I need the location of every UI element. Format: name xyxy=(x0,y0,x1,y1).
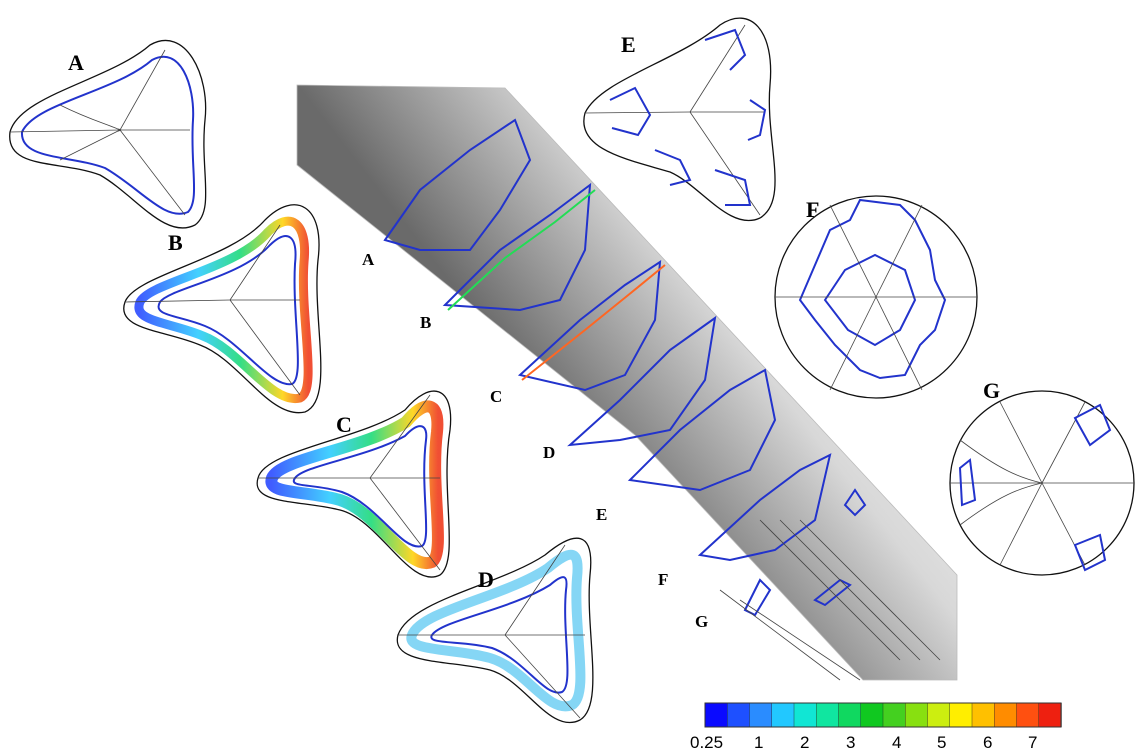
section-e-vortex-4 xyxy=(714,169,752,206)
colorbar-cell-4 xyxy=(793,702,817,728)
section-b-label: B xyxy=(168,230,183,255)
section-f-contour xyxy=(798,198,947,380)
pipe xyxy=(296,84,958,681)
colorbar-tick-3: 3 xyxy=(846,733,855,752)
colorbar-cell-3 xyxy=(771,702,795,728)
colorbar-cell-13 xyxy=(994,702,1018,728)
section-g: G xyxy=(949,378,1135,576)
colorbar-tick-0: 0.25 xyxy=(690,733,723,752)
section-d-contour xyxy=(430,576,569,694)
colorbar-tick-6: 6 xyxy=(983,733,992,752)
pipe-label-g: G xyxy=(695,612,708,631)
pipe-labels: A B C D E F G xyxy=(362,250,708,631)
pipe-label-f: F xyxy=(658,570,668,589)
section-g-vortex-3 xyxy=(1073,533,1107,572)
colorbar-cell-1 xyxy=(727,702,751,728)
pipe-label-b: B xyxy=(420,313,431,332)
colorbar-tick-1: 1 xyxy=(754,733,763,752)
colorbar-tick-7: 7 xyxy=(1028,733,1037,752)
colorbar-cells xyxy=(704,702,1062,728)
section-a-outline xyxy=(9,39,207,229)
section-e-vortex-2 xyxy=(704,28,747,71)
colorbar-frame xyxy=(704,702,1062,728)
colorbar-tick-5: 5 xyxy=(937,733,946,752)
section-e-label: E xyxy=(621,32,636,57)
section-e-outline xyxy=(583,17,776,222)
section-f-label: F xyxy=(806,197,819,222)
section-c-contour xyxy=(292,425,428,548)
pipe-body xyxy=(296,84,958,681)
section-b-outline xyxy=(123,204,322,414)
colorbar-cell-11 xyxy=(949,702,973,728)
section-d: D xyxy=(396,537,594,724)
pipe-contours xyxy=(383,118,867,617)
section-c-outline xyxy=(256,390,452,578)
section-c: C xyxy=(256,390,452,578)
section-d-outline xyxy=(396,537,594,724)
section-e: E xyxy=(583,17,776,222)
section-a: A xyxy=(9,39,207,229)
colorbar-cell-9 xyxy=(905,702,929,728)
colorbar-cell-15 xyxy=(1038,702,1062,728)
section-c-label: C xyxy=(336,412,352,437)
section-b-contour xyxy=(157,235,299,386)
colorbar-cell-2 xyxy=(749,702,773,728)
section-b-band xyxy=(134,216,313,404)
pipe-label-d: D xyxy=(543,443,555,462)
section-e-vortex-5 xyxy=(654,149,692,186)
section-e-vortex-3 xyxy=(747,99,767,141)
section-e-vortex-1 xyxy=(609,86,652,137)
colorbar-cell-6 xyxy=(838,702,862,728)
section-d-band xyxy=(406,549,586,712)
colorbar-cell-10 xyxy=(927,702,951,728)
pipe-streamlines xyxy=(719,519,941,681)
colorbar-cell-12 xyxy=(971,702,995,728)
section-g-label: G xyxy=(983,378,1000,403)
pipe-label-e: E xyxy=(596,505,607,524)
section-f: F xyxy=(774,195,978,399)
pipe-label-a: A xyxy=(362,250,375,269)
colorbar-ticks: 0.25 1 2 3 4 5 6 7 xyxy=(690,733,1037,752)
colorbar-cell-0 xyxy=(704,702,728,728)
colorbar-cell-7 xyxy=(860,702,884,728)
colorbar-cell-5 xyxy=(816,702,840,728)
colorbar-tick-4: 4 xyxy=(892,733,901,752)
section-a-label: A xyxy=(68,50,84,75)
colorbar-tick-2: 2 xyxy=(800,733,809,752)
pipe-label-c: C xyxy=(490,387,502,406)
section-g-vortex-2 xyxy=(958,458,977,507)
section-c-band xyxy=(265,400,444,570)
section-a-contour xyxy=(20,55,196,215)
section-g-vortex-1 xyxy=(1073,403,1112,447)
colorbar-cell-8 xyxy=(882,702,906,728)
colorbar: 0.25 1 2 3 4 5 6 7 xyxy=(690,702,1062,752)
section-b: B xyxy=(123,204,322,414)
section-d-label: D xyxy=(478,567,494,592)
colorbar-cell-14 xyxy=(1016,702,1040,728)
